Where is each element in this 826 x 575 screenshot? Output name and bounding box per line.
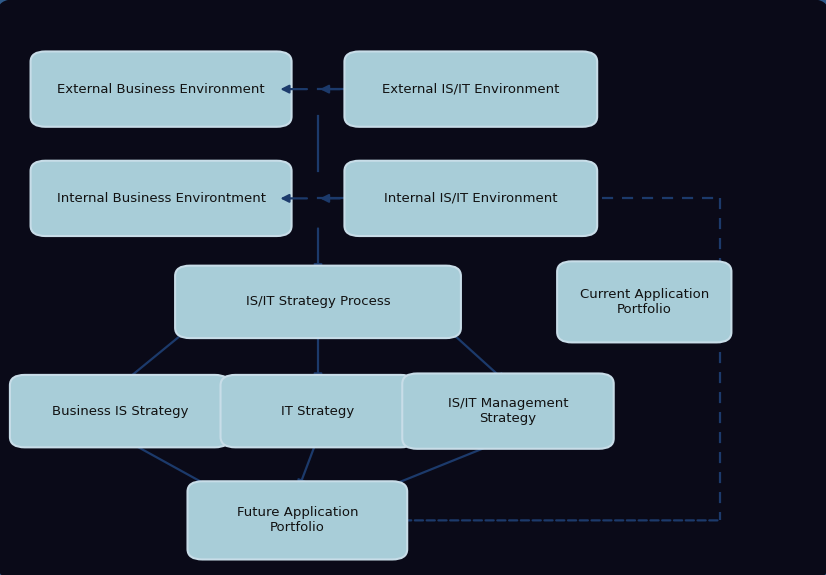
Text: External IS/IT Environment: External IS/IT Environment	[382, 83, 559, 95]
FancyBboxPatch shape	[188, 481, 407, 559]
FancyBboxPatch shape	[10, 375, 230, 447]
Text: Business IS Strategy: Business IS Strategy	[51, 405, 188, 417]
FancyBboxPatch shape	[557, 261, 732, 343]
FancyBboxPatch shape	[31, 160, 292, 236]
Text: Current Application
Portfolio: Current Application Portfolio	[580, 288, 709, 316]
FancyBboxPatch shape	[344, 51, 597, 127]
FancyBboxPatch shape	[31, 51, 292, 127]
Text: External Business Environment: External Business Environment	[57, 83, 265, 95]
Text: Internal Business Environtment: Internal Business Environtment	[56, 192, 266, 205]
FancyBboxPatch shape	[402, 374, 614, 448]
Text: IT Strategy: IT Strategy	[282, 405, 354, 417]
FancyBboxPatch shape	[175, 266, 461, 338]
Text: IS/IT Management
Strategy: IS/IT Management Strategy	[448, 397, 568, 425]
FancyBboxPatch shape	[344, 160, 597, 236]
Text: IS/IT Strategy Process: IS/IT Strategy Process	[245, 296, 391, 308]
Text: Future Application
Portfolio: Future Application Portfolio	[236, 507, 358, 534]
FancyBboxPatch shape	[221, 375, 415, 447]
Text: Internal IS/IT Environment: Internal IS/IT Environment	[384, 192, 558, 205]
